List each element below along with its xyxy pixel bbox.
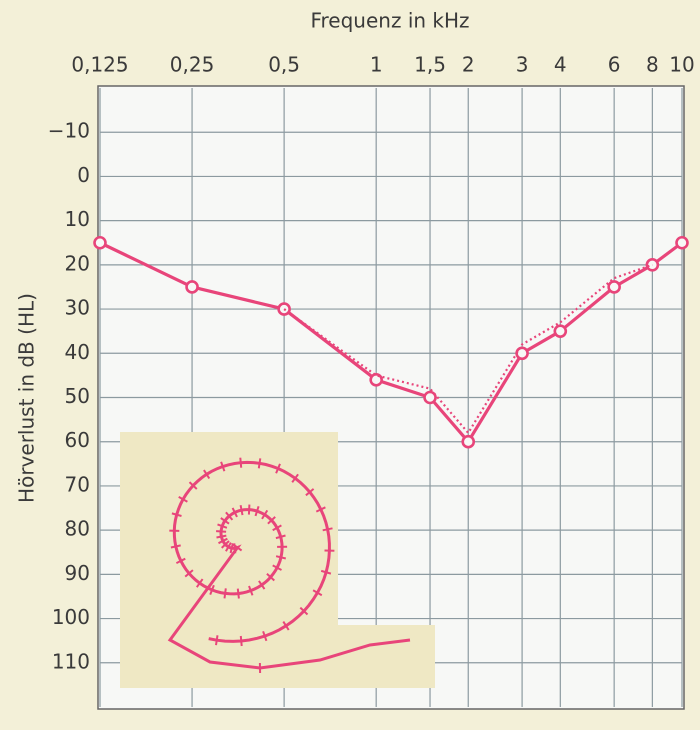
data-point: [93, 235, 107, 250]
x-tick-label: 6: [608, 53, 621, 77]
x-tick-label: 1: [370, 53, 383, 77]
marks: [93, 235, 689, 449]
data-point: [423, 390, 437, 405]
data-point: [185, 280, 199, 294]
x-tick-label: 4: [554, 53, 567, 77]
x-tick-label: 1,5: [414, 53, 446, 77]
x-tick-label: 2: [462, 53, 475, 77]
y-tick-label: 80: [65, 517, 90, 541]
data-point: [515, 346, 529, 361]
x-tick-label: 8: [646, 53, 659, 77]
cochlea-inset: [120, 432, 435, 688]
x-axis-title: Frequenz in kHz: [310, 9, 469, 33]
x-tick-label: 10: [669, 53, 694, 77]
y-tick-label: 50: [65, 384, 90, 408]
y-tick-label: 90: [65, 561, 90, 585]
data-point: [369, 373, 383, 387]
x-tick-label: 0,25: [170, 53, 215, 77]
y-tick-label: 30: [65, 296, 90, 320]
x-tick-label: 0,5: [268, 53, 300, 77]
data-point: [675, 235, 689, 250]
y-tick-label: 100: [52, 605, 90, 629]
y-tick-label: 40: [65, 340, 90, 364]
x-tick-label: 0,125: [71, 53, 128, 77]
y-tick-label: 60: [65, 428, 90, 452]
y-tick-label: 70: [65, 472, 90, 496]
inset-background: [120, 432, 435, 688]
y-tick-label: 10: [65, 207, 90, 231]
y-tick-label: −10: [48, 119, 90, 143]
y-tick-label: 110: [52, 649, 90, 673]
data-point: [461, 434, 476, 449]
y-tick-label: 20: [65, 251, 90, 275]
y-tick-label: 0: [77, 163, 90, 187]
x-tick-label: 3: [516, 53, 529, 77]
data-point: [553, 324, 568, 338]
cochlea-ticks: [169, 457, 335, 674]
y-axis-title: Hörverlust in dB (HL): [15, 293, 39, 503]
data-point: [607, 280, 621, 294]
